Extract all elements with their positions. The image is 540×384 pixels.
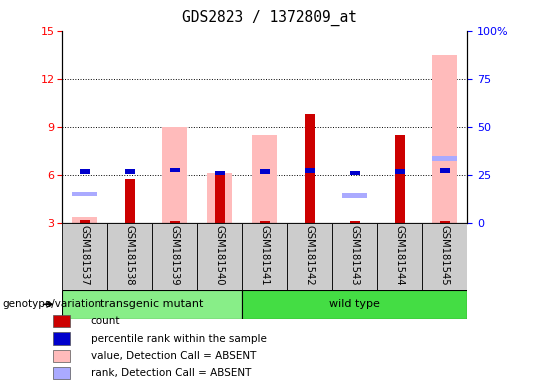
Bar [53,349,70,362]
Text: GSM181537: GSM181537 [79,225,90,285]
Bar [125,169,134,174]
Bar [207,173,232,223]
Bar [252,135,277,223]
Text: wild type: wild type [329,299,380,310]
Text: GSM181540: GSM181540 [214,225,225,285]
Text: value, Detection Call = ABSENT: value, Detection Call = ABSENT [91,351,256,361]
Bar [125,179,134,223]
Bar [242,223,287,290]
Bar [197,223,242,290]
Text: percentile rank within the sample: percentile rank within the sample [91,334,267,344]
Bar [62,223,107,290]
Bar [305,114,314,223]
Bar [440,169,449,173]
Bar [53,367,70,379]
Bar [440,221,449,223]
Bar [432,55,457,223]
Bar [305,169,314,173]
Bar [162,127,187,223]
Bar [395,135,404,223]
Bar [350,221,360,223]
Text: GSM181539: GSM181539 [170,225,180,285]
Bar [422,223,467,290]
Bar [80,220,90,223]
Bar [377,223,422,290]
Text: transgenic mutant: transgenic mutant [100,299,204,310]
Bar [107,223,152,290]
Bar [152,223,197,290]
Text: GSM181545: GSM181545 [440,225,450,285]
Bar [260,221,269,223]
Text: GSM181538: GSM181538 [125,225,134,285]
Text: GSM181544: GSM181544 [395,225,404,285]
Text: rank, Detection Call = ABSENT: rank, Detection Call = ABSENT [91,368,251,378]
Bar [72,217,97,223]
Bar [170,168,179,172]
Bar [332,223,377,290]
Bar [53,315,70,328]
Bar [53,332,70,345]
Bar [170,221,179,223]
Text: GSM181542: GSM181542 [305,225,315,285]
Bar [260,169,269,174]
Bar [350,171,360,175]
Bar [80,169,90,174]
Bar [242,290,467,319]
Text: GSM181541: GSM181541 [260,225,269,285]
Bar [395,169,404,174]
Bar [214,174,225,223]
Bar [432,157,457,161]
Bar [287,223,332,290]
Text: genotype/variation: genotype/variation [3,299,102,310]
Text: GSM181543: GSM181543 [349,225,360,285]
Text: GDS2823 / 1372809_at: GDS2823 / 1372809_at [183,10,357,26]
Bar [342,193,367,198]
Text: count: count [91,316,120,326]
Bar [214,171,225,175]
Bar [62,290,242,319]
Bar [72,192,97,196]
